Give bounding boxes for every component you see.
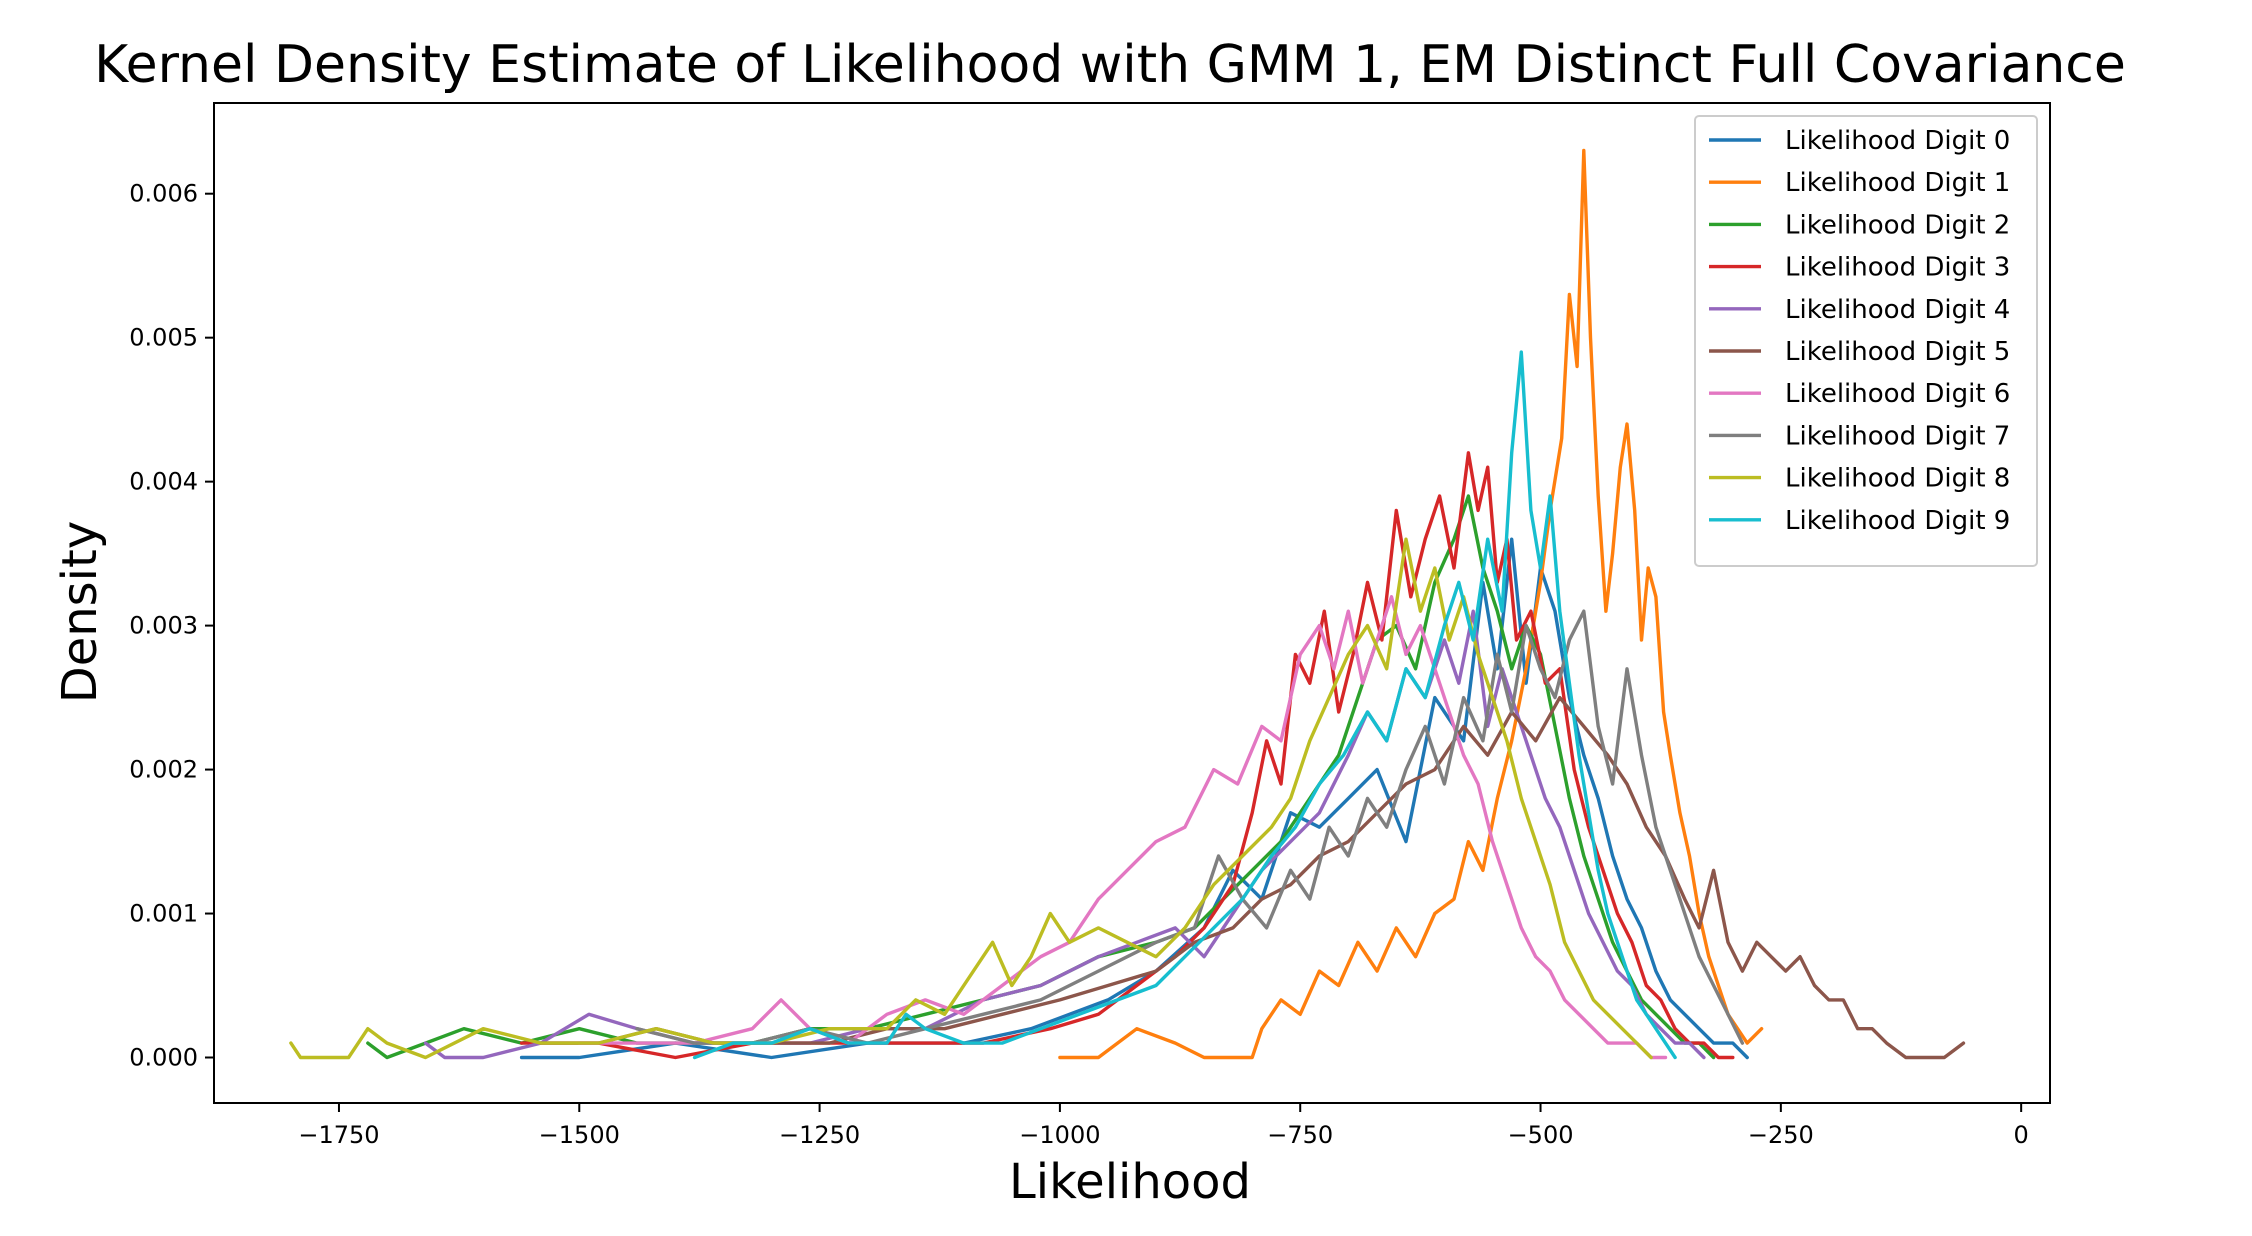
- legend-label-digit-4: Likelihood Digit 4: [1785, 295, 2010, 325]
- series-layer: [289, 148, 1966, 1060]
- legend-box: [1694, 115, 2038, 567]
- x-tick-label: −250: [1748, 1121, 1814, 1149]
- x-tick-label: −1000: [1019, 1121, 1100, 1149]
- legend-label-digit-1: Likelihood Digit 1: [1785, 168, 2010, 198]
- legend-label-digit-7: Likelihood Digit 7: [1785, 421, 2010, 451]
- x-tick-label: −1250: [779, 1121, 860, 1149]
- series-line-digit-3: [519, 451, 1735, 1060]
- series-line-digit-1: [1058, 148, 1764, 1060]
- y-tick-label: 0.006: [129, 180, 198, 208]
- plot-area-frame: [213, 102, 2051, 1104]
- x-axis-label: Likelihood: [1009, 1154, 1251, 1210]
- y-tick-label: 0.000: [129, 1044, 198, 1072]
- legend-label-digit-6: Likelihood Digit 6: [1785, 379, 2010, 409]
- y-tick-label: 0.003: [129, 612, 198, 640]
- legend-label-digit-3: Likelihood Digit 3: [1785, 253, 2010, 283]
- series-line-digit-7: [635, 609, 1745, 1045]
- legend-label-digit-5: Likelihood Digit 5: [1785, 337, 2010, 367]
- series-line-digit-9: [692, 350, 1677, 1060]
- y-tick-label: 0.001: [129, 900, 198, 928]
- x-tick-label: −750: [1267, 1121, 1333, 1149]
- series-line-digit-5: [539, 695, 1966, 1060]
- legend-label-digit-8: Likelihood Digit 8: [1785, 464, 2010, 494]
- y-tick-label: 0.004: [129, 468, 198, 496]
- x-tick-label: −500: [1508, 1121, 1574, 1149]
- x-axis: −1750 −1500 −1250 −1000 −750 −500 −250 0: [298, 1103, 2029, 1149]
- series-line-digit-0: [519, 537, 1749, 1060]
- x-tick-label: −1750: [298, 1121, 379, 1149]
- series-line-digit-8: [289, 537, 1653, 1060]
- legend-label-digit-9: Likelihood Digit 9: [1785, 506, 2010, 536]
- x-tick-label: 0: [2014, 1121, 2029, 1149]
- legend: Likelihood Digit 0 Likelihood Digit 1 Like…: [1694, 115, 2038, 567]
- y-tick-label: 0.005: [129, 324, 198, 352]
- legend-label-digit-2: Likelihood Digit 2: [1785, 210, 2010, 240]
- x-tick-label: −1500: [539, 1121, 620, 1149]
- y-tick-label: 0.002: [129, 756, 198, 784]
- y-axis-label: Density: [52, 521, 108, 703]
- chart-title: Kernel Density Estimate of Likelihood wi…: [94, 35, 2126, 95]
- legend-label-digit-0: Likelihood Digit 0: [1785, 126, 2010, 156]
- y-axis: 0.000 0.001 0.002 0.003 0.004 0.005 0.006: [129, 180, 214, 1072]
